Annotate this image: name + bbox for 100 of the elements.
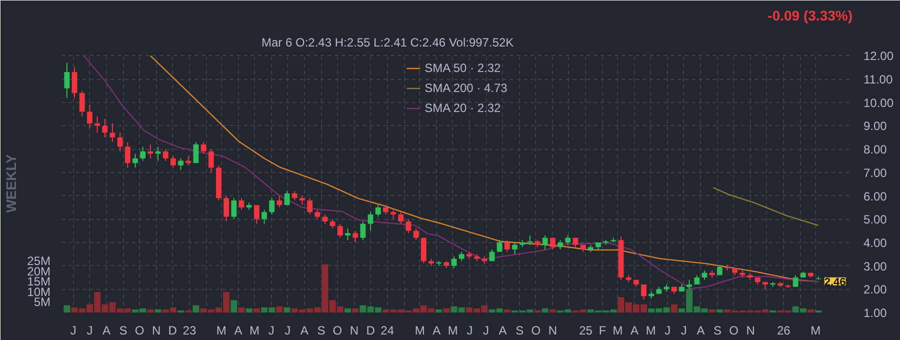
candlestick	[451, 256, 457, 269]
y2-axis-title: WEEKLY	[3, 154, 20, 213]
x-tick-label: M	[448, 324, 458, 338]
x-tick-label: A	[432, 324, 441, 338]
line-series	[712, 186, 819, 226]
candlestick	[792, 274, 798, 288]
candlestick	[345, 228, 350, 241]
x-tick-label: S	[119, 324, 128, 338]
candlestick	[694, 274, 700, 285]
x-tick-label: J	[70, 324, 76, 338]
legend-label: SMA 200 · 4.73	[424, 81, 508, 95]
bar	[253, 308, 260, 312]
candlestick	[117, 132, 123, 152]
candlestick	[170, 156, 176, 168]
y-tick-label: 9.00	[864, 119, 888, 134]
x-tick-label: A	[234, 324, 242, 338]
candlestick	[307, 198, 313, 215]
legend-label: SMA 20 · 2.32	[424, 101, 501, 115]
candlestick	[330, 218, 336, 229]
bar	[716, 309, 723, 312]
y-tick-label: 6.00	[864, 189, 888, 204]
candlestick	[178, 158, 184, 171]
bar	[284, 307, 290, 312]
x-tick-label: A	[300, 324, 308, 338]
x-tick-label: J	[268, 324, 274, 338]
x-tick-label: N	[350, 324, 359, 338]
candlestick	[102, 118, 108, 138]
x-tick-label: N	[152, 324, 161, 338]
x-tick-label: M	[646, 324, 656, 338]
x-tick-label: A	[696, 324, 705, 338]
bar	[276, 306, 283, 312]
candlestick	[558, 240, 563, 250]
x-tick-label: O	[729, 324, 738, 338]
y-tick-label: 2.00	[864, 282, 888, 297]
x-tick-label: 24	[380, 324, 394, 338]
bar	[504, 309, 510, 312]
bar	[154, 309, 162, 312]
bar	[443, 308, 450, 312]
x-tick-label: J	[284, 324, 291, 338]
x-tick-label: A	[630, 324, 639, 338]
x-tick-label: D	[366, 324, 376, 338]
x-tick-label: N	[746, 324, 755, 338]
candlestick	[413, 228, 419, 241]
chart-subtitle: Mar 6 O:2.43 H:2.55 L:2.41 C:2.46 Vol:997.52K	[262, 36, 514, 50]
y-tick-label: 10.00	[864, 96, 894, 110]
candlestick	[254, 204, 260, 224]
candlestick	[72, 66, 78, 98]
x-tick-label: J	[483, 324, 490, 338]
bar	[670, 304, 678, 312]
y-tick-label: 11.00	[864, 72, 893, 87]
x-tick-label: M	[810, 324, 821, 338]
annotation: 2.46	[824, 276, 846, 288]
x-tick-label: O	[134, 324, 144, 338]
candlestick	[231, 198, 237, 220]
bar	[192, 305, 200, 312]
x-tick-label: J	[86, 324, 93, 338]
legend-label: SMA 50 · 2.32	[424, 61, 501, 75]
candlestick	[565, 234, 571, 246]
x-tick-label: A	[498, 324, 507, 338]
candlestick	[314, 209, 320, 220]
x-tick-label: 25	[579, 324, 593, 338]
y-tick-label: 7.00	[864, 166, 888, 180]
candlestick	[398, 212, 404, 224]
candlestick	[292, 190, 298, 201]
x-tick-label: M	[216, 324, 226, 338]
x-tick-label: F	[598, 324, 606, 338]
candlestick	[406, 218, 412, 234]
candlestick	[542, 234, 548, 250]
candlestick	[193, 142, 199, 164]
candlestick	[208, 148, 214, 173]
candlestick	[79, 90, 85, 117]
candlestick	[504, 240, 510, 252]
bar	[436, 309, 442, 312]
candlestick	[420, 237, 426, 264]
x-tick-label: A	[102, 324, 111, 338]
candlestick	[224, 195, 230, 222]
candlestick	[269, 198, 275, 215]
candlestick	[300, 195, 305, 206]
candlestick	[238, 198, 244, 210]
bar	[64, 305, 70, 312]
bar	[808, 309, 814, 312]
x-tick-label: S	[516, 324, 524, 338]
candlestick	[262, 209, 267, 224]
x-tick-label: J	[680, 324, 687, 338]
bar	[246, 308, 252, 312]
candlestick	[458, 251, 464, 262]
x-tick-label: N	[548, 324, 558, 338]
x-tick-label: S	[317, 324, 326, 338]
x-tick-label: M	[612, 324, 623, 338]
candlestick	[368, 212, 374, 232]
candlestick	[512, 242, 518, 255]
y-tick-label: 8.00	[864, 142, 888, 157]
candlestick	[86, 104, 92, 129]
candlestick	[360, 220, 366, 241]
bar	[230, 300, 238, 312]
x-tick-label: O	[332, 324, 342, 338]
candlestick	[382, 204, 388, 215]
x-tick-label: O	[531, 324, 541, 338]
candlestick	[641, 284, 646, 300]
candlestick	[132, 153, 138, 168]
